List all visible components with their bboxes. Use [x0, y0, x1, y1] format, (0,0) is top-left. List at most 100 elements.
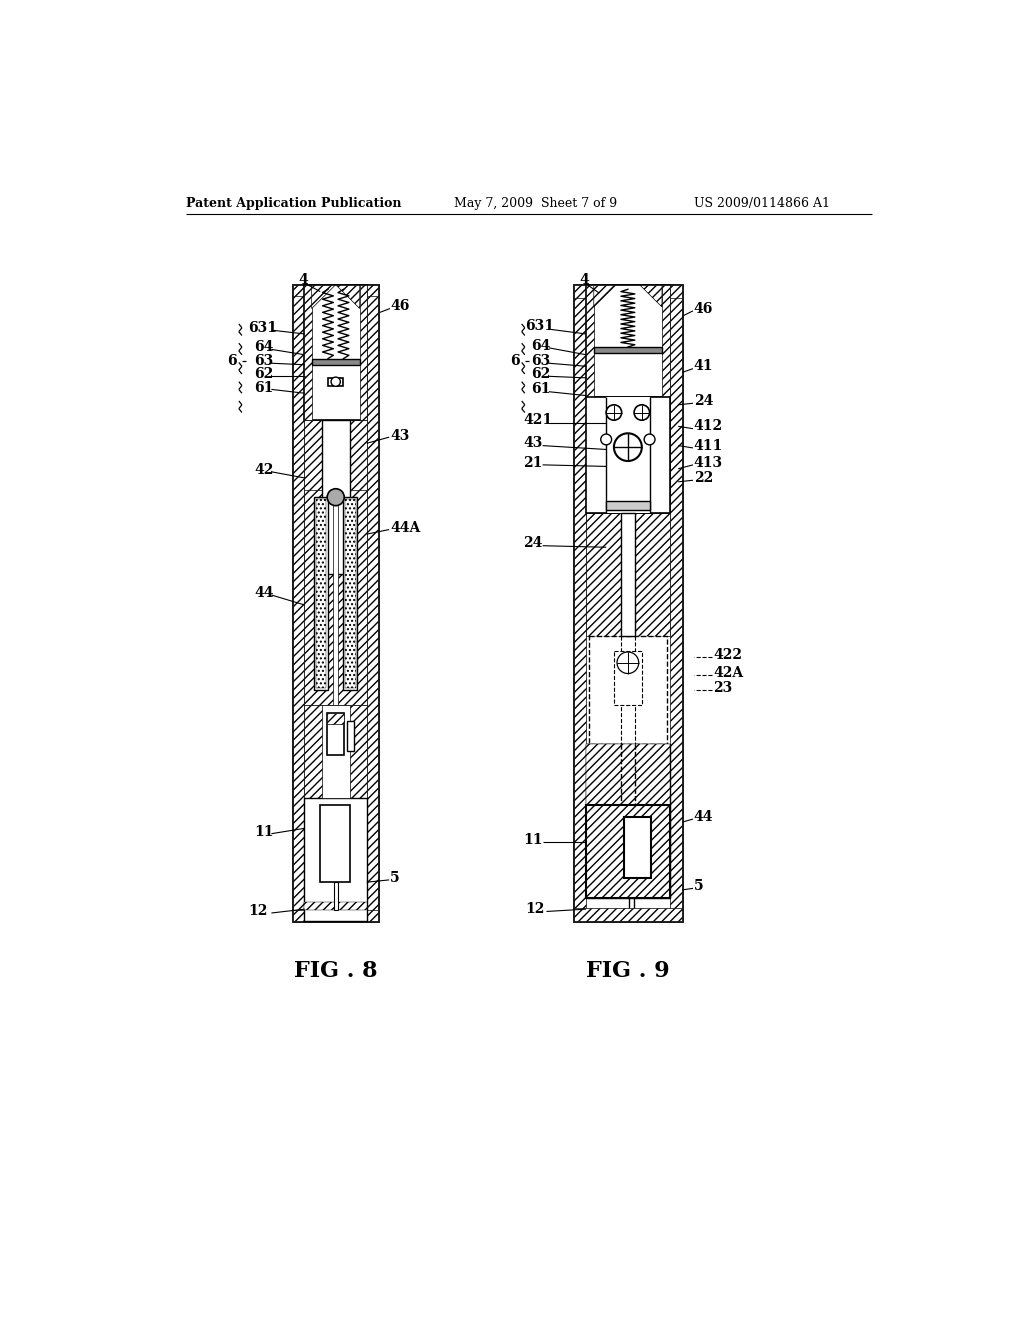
Bar — [304, 797, 368, 921]
Text: 5: 5 — [693, 879, 703, 894]
Text: 12: 12 — [525, 902, 545, 916]
Text: 43: 43 — [523, 437, 543, 450]
Bar — [573, 285, 682, 298]
Polygon shape — [311, 285, 335, 309]
Bar — [343, 498, 357, 689]
Bar — [606, 397, 649, 512]
Text: 41: 41 — [693, 359, 714, 374]
Bar — [606, 502, 649, 511]
Bar — [314, 498, 328, 689]
Bar — [594, 347, 662, 354]
Text: 11: 11 — [254, 825, 273, 840]
Polygon shape — [337, 285, 359, 309]
Circle shape — [328, 488, 344, 506]
Bar — [670, 285, 682, 921]
Text: 5: 5 — [390, 871, 399, 886]
Text: 631: 631 — [525, 319, 555, 333]
Bar — [589, 636, 667, 743]
Text: 631: 631 — [248, 321, 278, 335]
Bar — [586, 397, 670, 512]
Text: US 2009/0114866 A1: US 2009/0114866 A1 — [693, 197, 829, 210]
Bar — [315, 499, 327, 688]
Bar — [586, 285, 594, 397]
Text: Patent Application Publication: Patent Application Publication — [186, 197, 401, 210]
Bar — [573, 285, 682, 921]
Bar — [345, 499, 356, 688]
Circle shape — [331, 378, 340, 387]
Text: 42A: 42A — [713, 665, 743, 680]
Bar — [322, 420, 349, 574]
Circle shape — [614, 433, 642, 461]
Bar — [586, 285, 670, 397]
Bar — [328, 713, 344, 755]
Bar — [586, 743, 670, 805]
Circle shape — [644, 434, 655, 445]
Bar — [293, 909, 378, 921]
Text: 6: 6 — [227, 354, 237, 368]
Bar — [334, 882, 338, 909]
Text: 63: 63 — [254, 354, 273, 368]
Bar — [662, 285, 670, 397]
Text: 46: 46 — [693, 301, 713, 315]
Text: FIG . 8: FIG . 8 — [294, 960, 378, 982]
Text: 11: 11 — [523, 833, 543, 847]
Bar — [311, 359, 359, 364]
Text: 44A: 44A — [390, 521, 420, 535]
Text: 6: 6 — [511, 354, 520, 368]
Text: 4: 4 — [579, 273, 589, 286]
Bar — [586, 805, 670, 898]
Circle shape — [601, 434, 611, 445]
Bar — [368, 285, 378, 921]
Bar — [322, 705, 349, 797]
Text: 43: 43 — [390, 429, 410, 442]
Bar — [328, 713, 344, 725]
Bar — [293, 285, 378, 296]
Text: 12: 12 — [248, 904, 267, 919]
Text: 24: 24 — [523, 536, 543, 550]
Text: 46: 46 — [390, 300, 410, 313]
Text: 44: 44 — [693, 809, 714, 824]
Bar — [573, 908, 682, 921]
Text: 21: 21 — [523, 455, 543, 470]
Bar — [586, 512, 670, 636]
Bar — [321, 805, 349, 882]
Bar — [304, 705, 368, 797]
Bar — [621, 512, 635, 636]
Bar — [304, 285, 311, 420]
Bar — [586, 805, 670, 898]
Bar — [346, 721, 354, 751]
Text: FIG . 9: FIG . 9 — [586, 960, 670, 982]
Circle shape — [634, 405, 649, 420]
Text: May 7, 2009  Sheet 7 of 9: May 7, 2009 Sheet 7 of 9 — [454, 197, 616, 210]
Bar — [614, 651, 642, 705]
Text: 44: 44 — [254, 586, 273, 601]
Bar — [328, 378, 343, 385]
Bar — [304, 420, 368, 574]
Text: 64: 64 — [531, 338, 550, 352]
Bar — [304, 285, 368, 420]
Text: 412: 412 — [693, 420, 723, 433]
Text: 62: 62 — [531, 367, 550, 381]
Text: 422: 422 — [713, 648, 742, 663]
Circle shape — [606, 405, 622, 420]
Bar — [573, 285, 586, 921]
Text: 421: 421 — [523, 413, 552, 428]
Bar — [304, 490, 368, 705]
Text: 23: 23 — [713, 681, 732, 696]
Text: 64: 64 — [254, 341, 273, 354]
Text: 413: 413 — [693, 455, 723, 470]
Bar — [586, 397, 670, 512]
Text: 62: 62 — [254, 367, 273, 381]
Bar — [293, 285, 304, 921]
Text: 42: 42 — [254, 463, 273, 478]
Text: 411: 411 — [693, 438, 723, 453]
Bar — [304, 903, 368, 909]
Text: 22: 22 — [693, 471, 713, 484]
Polygon shape — [640, 285, 662, 308]
Bar — [359, 285, 368, 420]
Circle shape — [617, 652, 639, 673]
Text: 61: 61 — [531, 383, 550, 396]
Bar — [624, 817, 651, 878]
Bar — [586, 805, 670, 898]
Text: 63: 63 — [531, 354, 550, 368]
